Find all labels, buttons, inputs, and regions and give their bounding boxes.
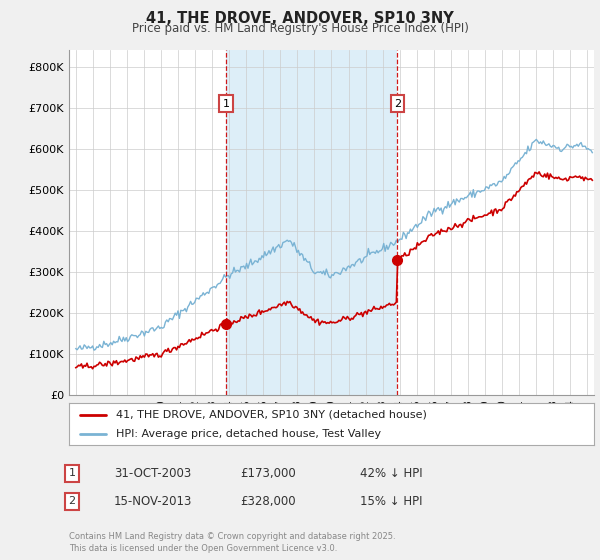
Text: 31-OCT-2003: 31-OCT-2003 — [114, 466, 191, 480]
Text: 41, THE DROVE, ANDOVER, SP10 3NY: 41, THE DROVE, ANDOVER, SP10 3NY — [146, 11, 454, 26]
Text: 1: 1 — [68, 468, 76, 478]
Text: HPI: Average price, detached house, Test Valley: HPI: Average price, detached house, Test… — [116, 429, 382, 439]
Text: £328,000: £328,000 — [240, 494, 296, 508]
Text: 2: 2 — [68, 496, 76, 506]
Bar — [226, 50, 397, 395]
Text: 15% ↓ HPI: 15% ↓ HPI — [360, 494, 422, 508]
Text: 15-NOV-2013: 15-NOV-2013 — [114, 494, 193, 508]
Text: 41, THE DROVE, ANDOVER, SP10 3NY (detached house): 41, THE DROVE, ANDOVER, SP10 3NY (detach… — [116, 409, 427, 419]
Text: 1: 1 — [223, 99, 230, 109]
Text: Contains HM Land Registry data © Crown copyright and database right 2025.
This d: Contains HM Land Registry data © Crown c… — [69, 533, 395, 553]
Text: Price paid vs. HM Land Registry's House Price Index (HPI): Price paid vs. HM Land Registry's House … — [131, 22, 469, 35]
Text: £173,000: £173,000 — [240, 466, 296, 480]
Text: 42% ↓ HPI: 42% ↓ HPI — [360, 466, 422, 480]
Text: 2: 2 — [394, 99, 401, 109]
